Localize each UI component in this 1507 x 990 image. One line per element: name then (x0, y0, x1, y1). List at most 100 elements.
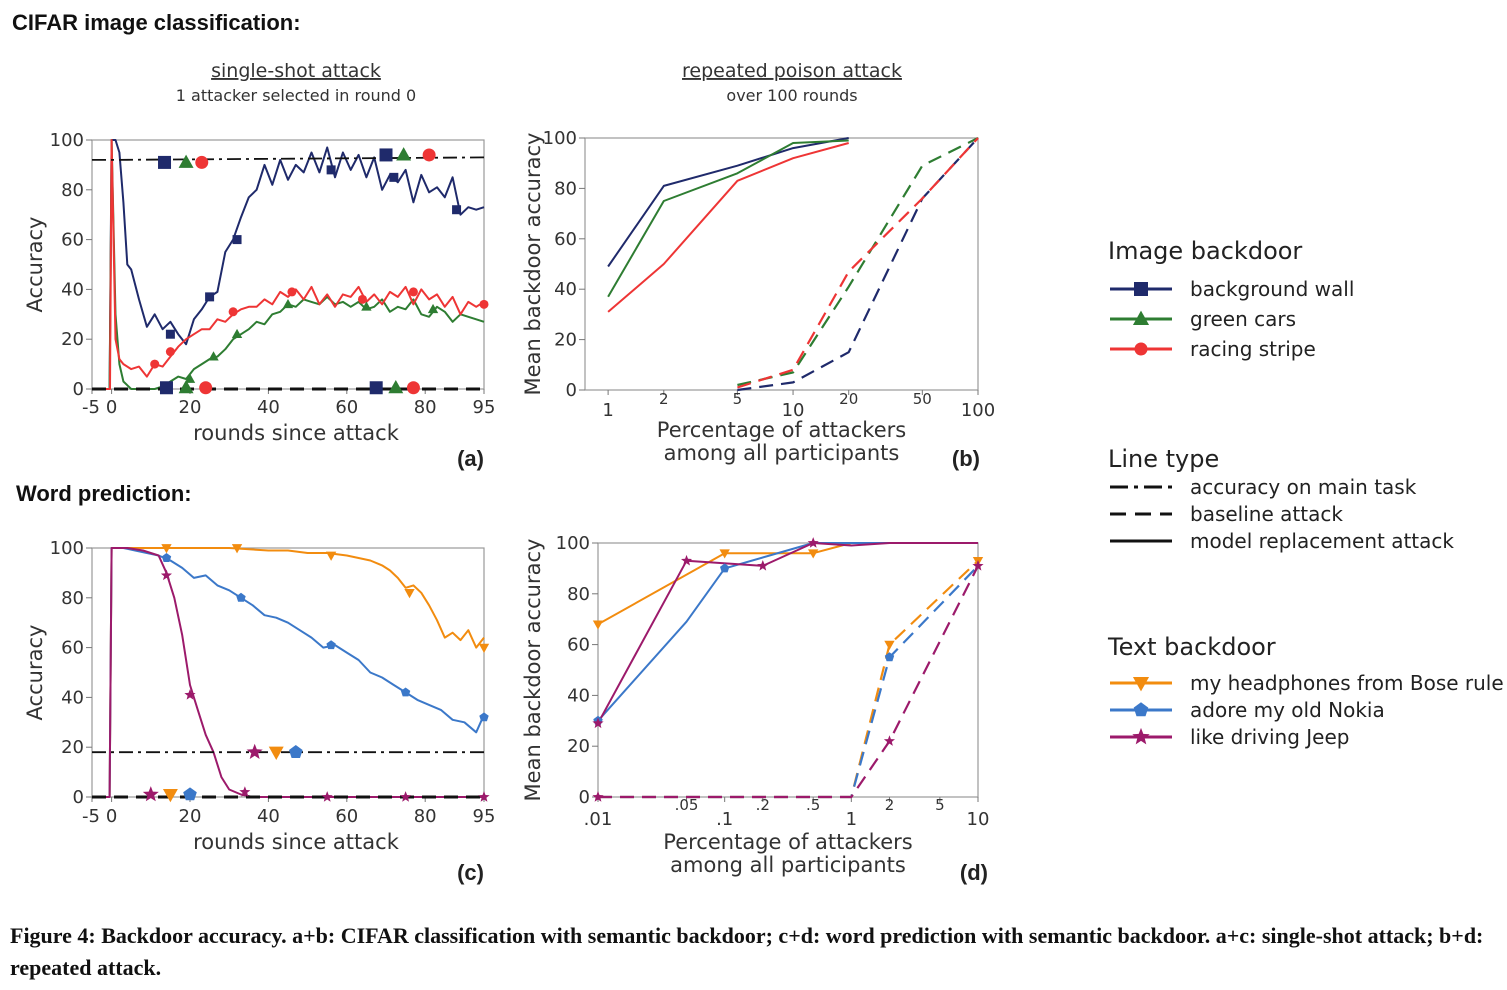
plot-frame (91, 139, 485, 390)
marker-background-wall (326, 165, 336, 175)
panel-label: (a) (457, 446, 484, 471)
panel-label: (d) (960, 860, 988, 885)
overlay-marker-background-wall (158, 155, 172, 169)
overlay-marker-like-driving-jeep (142, 786, 159, 802)
overlay-marker-green-cars (388, 379, 404, 394)
marker-like-driving-jeep (160, 569, 172, 581)
x-tick-label: 100 (961, 400, 995, 421)
marker-green-cars (282, 298, 294, 309)
overlay-marker-green-cars (396, 147, 412, 161)
marker-like-driving-jeep (400, 791, 412, 802)
y-tick-label: 100 (50, 130, 84, 151)
legend-label: racing stripe (1190, 337, 1316, 361)
marker-green-cars (361, 301, 372, 311)
marker-green-cars (208, 351, 219, 361)
x-tick-label: 20 (179, 397, 202, 418)
overlay-marker-my-headphones-from-bose-rule (268, 746, 284, 760)
x-tick-label: 80 (414, 397, 437, 418)
legend-label: model replacement attack (1190, 529, 1454, 553)
legend-label: background wall (1190, 277, 1354, 301)
marker-my-headphones-from-bose-rule (404, 588, 415, 599)
legend-marker-triangle-down (1132, 677, 1150, 692)
heading-cifar: CIFAR image classification: (12, 10, 301, 35)
legend-row-green-cars: green cars (1110, 307, 1296, 331)
overlay-marker-like-driving-jeep (246, 743, 263, 759)
series-line-green-cars-dashed (737, 137, 979, 387)
legend-label: like driving Jeep (1190, 725, 1349, 749)
legend-marker-pentagon (1133, 702, 1149, 717)
panel-label: (b) (952, 446, 980, 471)
y-tick-label: 0 (73, 379, 84, 400)
x-tick-label: 40 (257, 397, 280, 418)
y-tick-label: 40 (61, 279, 84, 300)
x-tick-label: 1 (602, 400, 613, 421)
marker-like-driving-jeep (592, 717, 604, 729)
series-line-adore-my-old-nokia-solid (598, 542, 978, 722)
y-tick-label: 100 (556, 533, 590, 554)
y-tick-label: 60 (61, 638, 84, 659)
marker-my-headphones-from-bose-rule (592, 620, 604, 630)
marker-racing-stripe (357, 294, 367, 304)
subtitle-repeated-note: over 100 rounds (726, 86, 857, 105)
legend-row-adore-my-old-nokia: adore my old Nokia (1110, 698, 1385, 722)
series-line-background-wall-dashed (737, 137, 979, 392)
x-tick-label: .1 (716, 809, 733, 830)
x-tick-label: .05 (675, 796, 699, 814)
marker-background-wall (232, 235, 242, 245)
marker-my-headphones-from-bose-rule (231, 544, 243, 554)
x-tick-label: 60 (335, 806, 358, 827)
marker-background-wall (205, 292, 215, 302)
x-tick-label: 10 (967, 809, 990, 830)
x-tick-label: .01 (584, 809, 613, 830)
marker-like-driving-jeep (883, 735, 895, 746)
y-tick-label: 40 (554, 279, 577, 300)
series-line-like-driving-jeep-dashed (598, 565, 979, 799)
overlay-marker-racing-stripe (422, 148, 436, 162)
marker-my-headphones-from-bose-rule (719, 549, 730, 559)
x-tick-label: 10 (782, 400, 805, 421)
legend-row-background-wall: background wall (1110, 277, 1354, 301)
legend-row-like-driving-jeep: like driving Jeep (1110, 725, 1349, 749)
y-tick-label: 80 (554, 178, 577, 199)
series-line-adore-my-old-nokia-dashed (598, 565, 979, 799)
overlay-marker-racing-stripe (406, 381, 420, 395)
marker-racing-stripe (287, 287, 297, 297)
overlay-marker-background-wall (379, 148, 393, 162)
y-tick-label: 20 (567, 736, 590, 757)
marker-like-driving-jeep (478, 791, 490, 802)
marker-adore-my-old-nokia (326, 640, 336, 650)
x-tick-label: 20 (179, 806, 202, 827)
x-tick-label: 2 (885, 796, 895, 814)
legend-text-backdoor-title: Text backdoor (1107, 633, 1276, 661)
series-line-adore-my-old-nokia-solid (92, 547, 485, 798)
marker-adore-my-old-nokia (884, 652, 895, 662)
series-line-my-headphones-from-bose-rule-dashed (598, 560, 979, 799)
y-tick-label: 60 (567, 635, 590, 656)
y-tick-label: 80 (61, 180, 84, 201)
plot-frame (584, 137, 979, 391)
x-tick-label: 95 (473, 397, 496, 418)
marker-background-wall (165, 329, 175, 339)
legend-row-model-replacement-attack: model replacement attack (1110, 529, 1454, 553)
x-tick-label: 1 (846, 809, 857, 830)
marker-background-wall (452, 205, 462, 215)
y-tick-label: 60 (554, 229, 577, 250)
marker-my-headphones-from-bose-rule (808, 549, 819, 559)
subtitle-repeated: repeated poison attack (682, 60, 902, 82)
y-tick-label: 20 (61, 329, 84, 350)
y-axis-label: Accuracy (23, 217, 47, 313)
marker-my-headphones-from-bose-rule (325, 551, 337, 561)
x-tick-label: 5 (733, 390, 743, 408)
plot-frame (597, 542, 979, 798)
y-tick-label: 0 (566, 380, 577, 401)
marker-my-headphones-from-bose-rule (884, 640, 895, 650)
x-axis-label-line2: among all participants (664, 441, 900, 465)
y-tick-label: 20 (554, 330, 577, 351)
overlay-marker-adore-my-old-nokia (289, 745, 303, 758)
series-line-green-cars-solid (607, 139, 849, 298)
series-line-background-wall-solid (92, 139, 485, 390)
overlay-marker-background-wall (369, 381, 383, 395)
y-tick-label: 40 (567, 685, 590, 706)
marker-adore-my-old-nokia (161, 553, 172, 562)
x-tick-label: 0 (106, 397, 117, 418)
